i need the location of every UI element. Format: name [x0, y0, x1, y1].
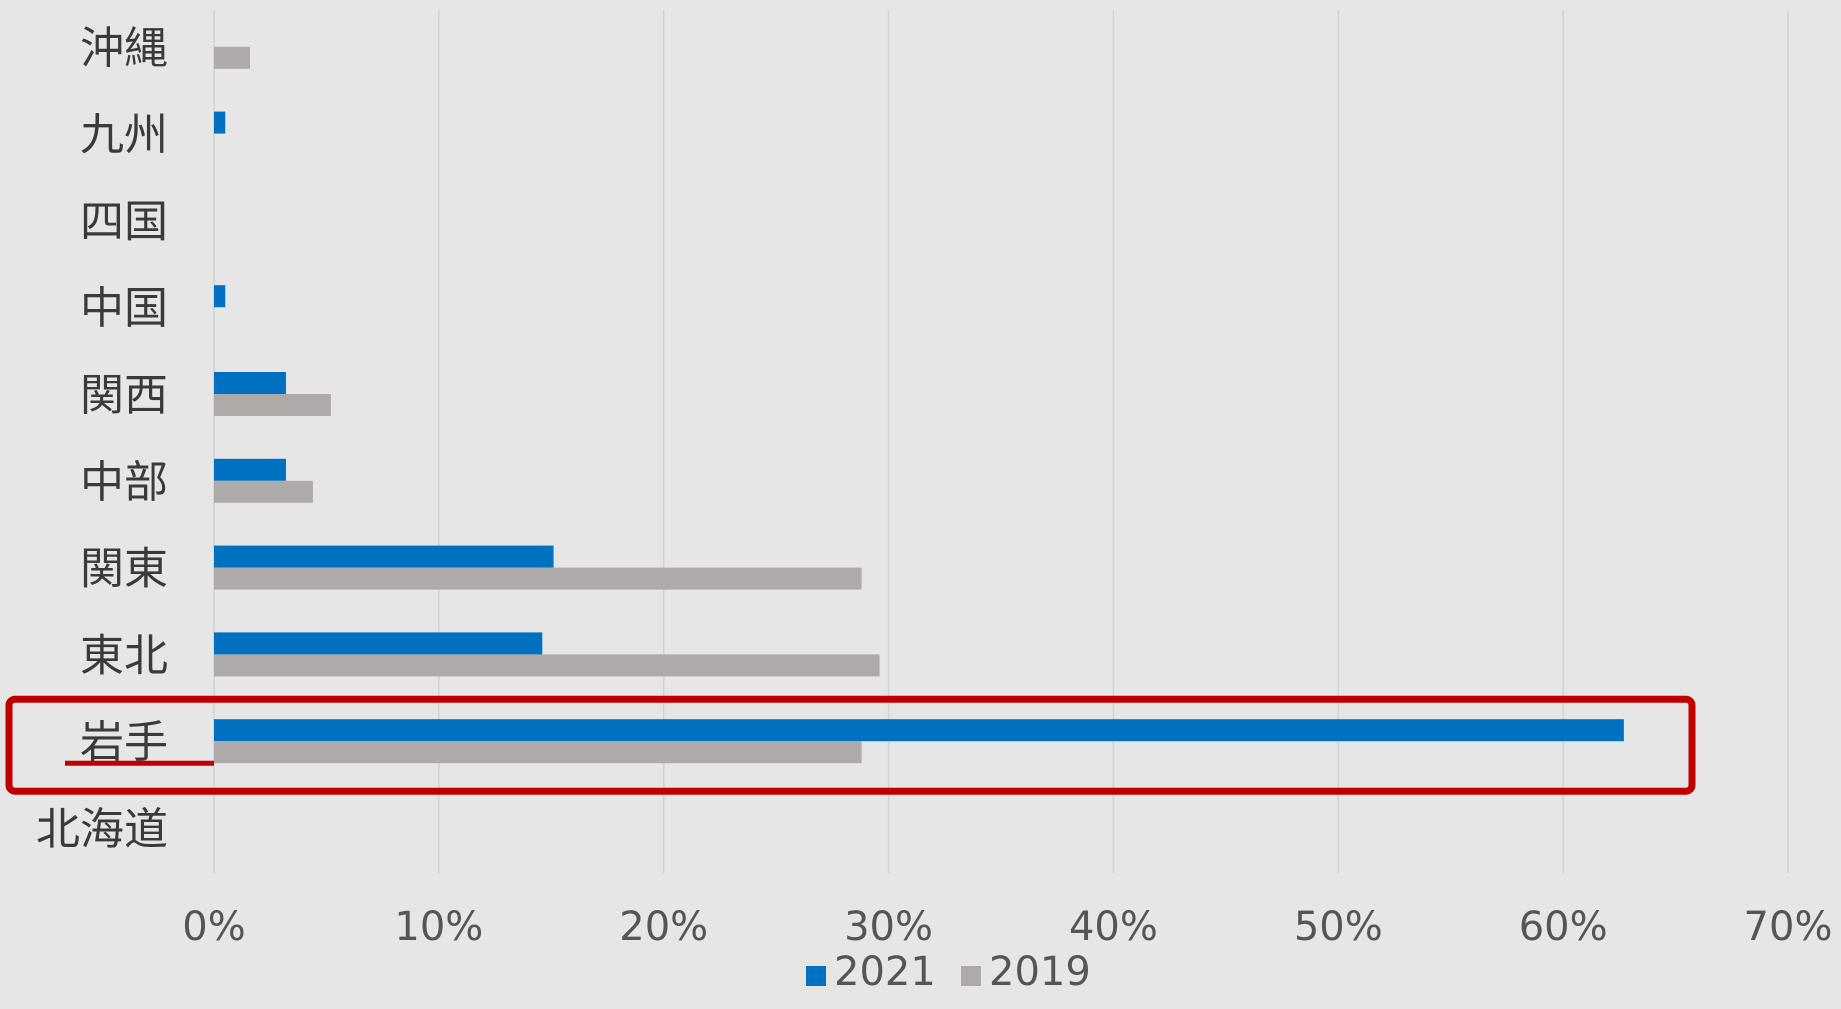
bar-2021	[214, 372, 286, 394]
bars	[214, 46, 1624, 764]
x-tick-label: 60%	[1519, 904, 1608, 950]
category-label: 岩手	[80, 717, 168, 768]
category-label: 沖縄	[80, 23, 168, 74]
bar-2021	[214, 111, 226, 134]
category-label: 北海道	[36, 804, 168, 855]
category-label: 中部	[80, 457, 168, 508]
x-tick-labels: 0% 10% 20% 30% 40% 50% 60% 70%	[182, 904, 1832, 950]
x-tick-label: 50%	[1294, 904, 1383, 950]
x-tick-label: 10%	[394, 904, 483, 950]
bar-2019	[214, 654, 880, 677]
category-label: 東北	[80, 630, 168, 681]
bar-2021	[214, 285, 226, 308]
bar-2019	[214, 46, 250, 69]
bar-2021	[214, 632, 543, 655]
x-tick-label: 30%	[844, 904, 933, 950]
x-tick-label: 70%	[1744, 904, 1833, 950]
bar-2019	[214, 480, 313, 503]
highlight-box	[5, 695, 1696, 795]
x-tick-label: 0%	[182, 904, 245, 950]
category-label: 九州	[80, 110, 168, 161]
x-tick-label: 20%	[619, 904, 708, 950]
bar-2019	[214, 567, 862, 590]
highlight-annotation	[5, 695, 1696, 795]
category-label: 関東	[80, 544, 168, 595]
category-label: 中国	[80, 283, 168, 334]
legend-label-2021: 2021	[834, 949, 936, 995]
bar-2021	[214, 719, 1624, 742]
bar-2019	[214, 741, 862, 764]
bar-2021	[214, 545, 554, 568]
category-labels: 北海道 岩手 東北 関東 中部 関西 中国 四国 九州 沖縄	[36, 23, 168, 855]
category-label: 四国	[80, 196, 168, 247]
bar-2019	[214, 394, 331, 416]
legend-swatch-2021	[806, 966, 826, 986]
gridlines	[213, 10, 1789, 873]
bar-2021	[214, 458, 286, 481]
category-label: 関西	[80, 370, 168, 421]
x-tick-label: 40%	[1069, 904, 1158, 950]
legend-swatch-2019	[961, 966, 981, 986]
legend: 2021 2019	[806, 949, 1091, 995]
legend-label-2019: 2019	[989, 949, 1091, 995]
